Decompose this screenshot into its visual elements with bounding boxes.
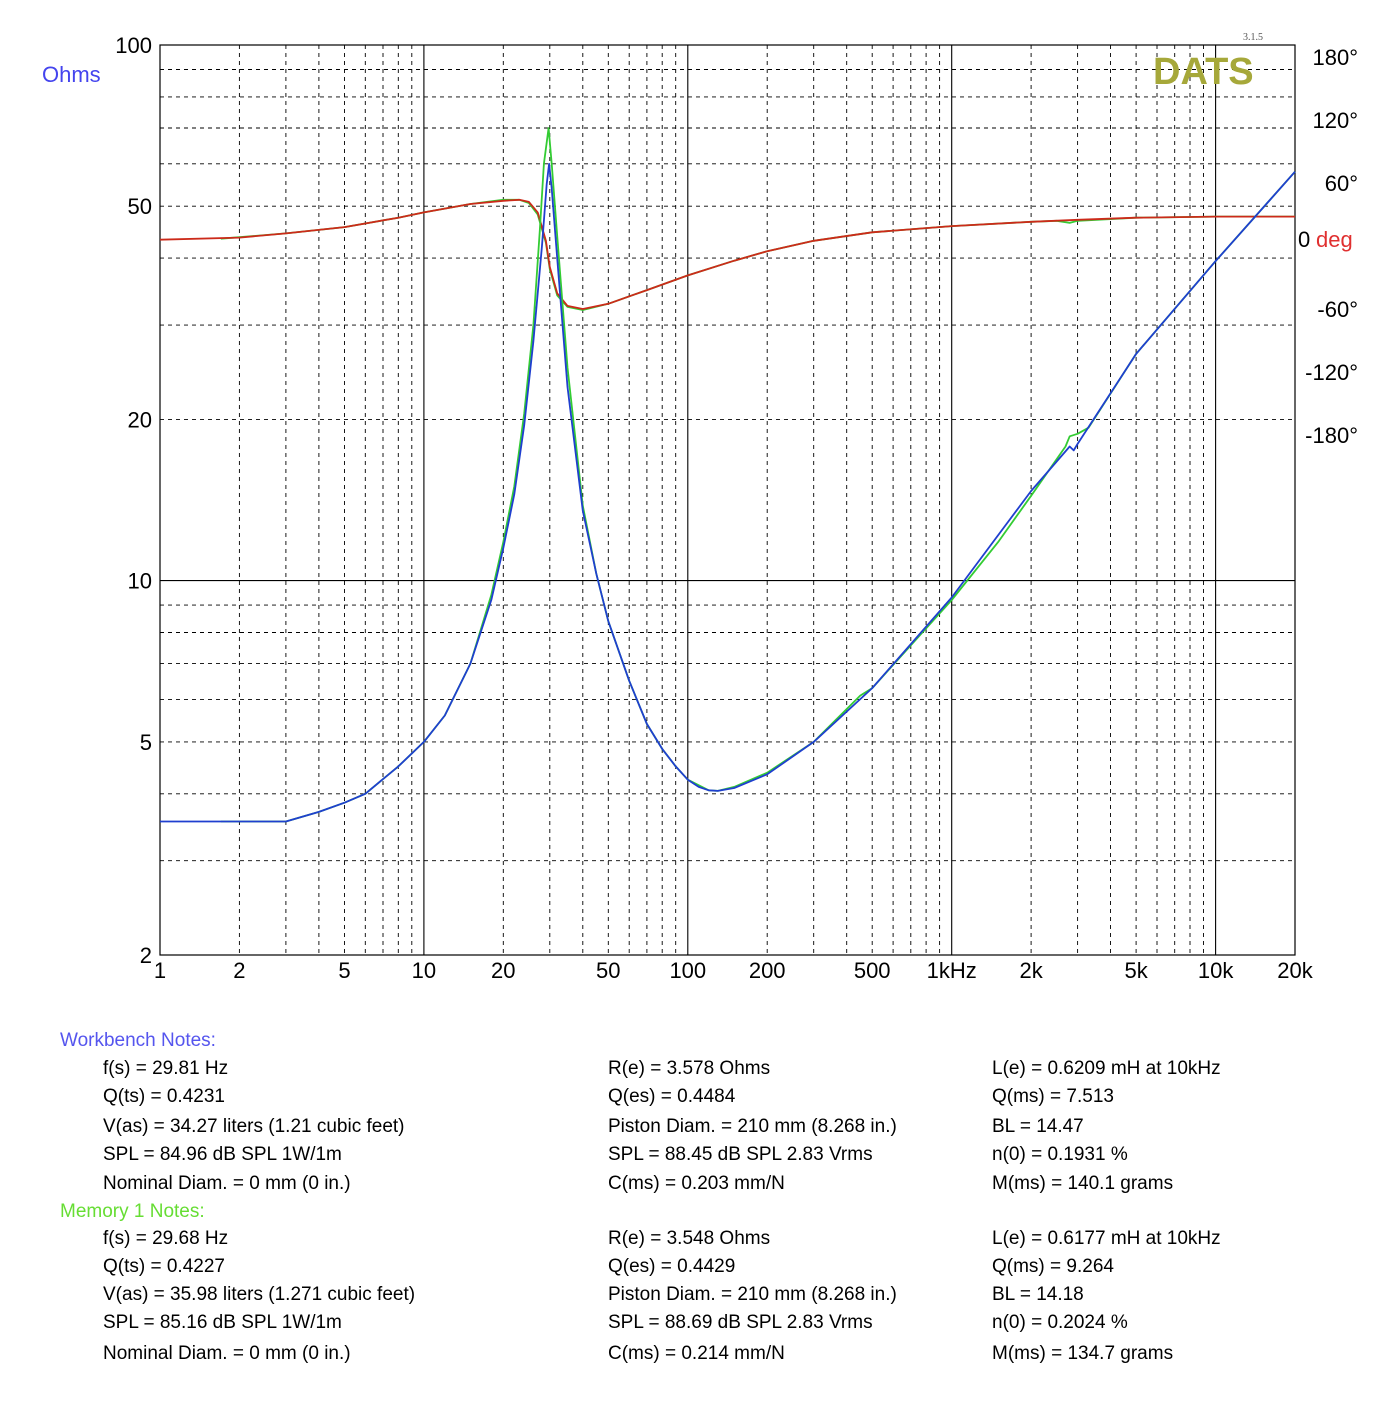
memory-n0: n(0) = 0.2024 %	[992, 1312, 1128, 1333]
workbench-nominal-diam: Nominal Diam. = 0 mm (0 in.)	[103, 1173, 351, 1194]
workbench-qms: Q(ms) = 7.513	[992, 1086, 1114, 1107]
workbench-vas: V(as) = 34.27 liters (1.21 cubic feet)	[103, 1116, 405, 1137]
dats-logo: DATS	[1153, 51, 1254, 93]
workbench-notes-title: Workbench Notes:	[60, 1030, 216, 1051]
memory-spl-283: SPL = 88.69 dB SPL 2.83 Vrms	[608, 1312, 873, 1333]
memory-bl: BL = 14.18	[992, 1284, 1084, 1305]
tick-labels: 1 2 5 10 20 50 100 200 500 1kHz 2k 5k 10k 20k10050201…	[115, 33, 1358, 983]
workbench-re: R(e) = 3.578 Ohms	[608, 1058, 771, 1079]
memory-mms: M(ms) = 134.7 grams	[992, 1343, 1174, 1364]
y-right-label-unit: deg	[1316, 227, 1353, 252]
memory-re: R(e) = 3.548 Ohms	[608, 1228, 771, 1249]
x-tick-label: 200	[749, 958, 786, 983]
x-tick-label: 5	[338, 958, 350, 983]
workbench-mms: M(ms) = 140.1 grams	[992, 1173, 1174, 1194]
phase-tick-label: -60°	[1317, 297, 1358, 322]
memory-piston-diam: Piston Diam. = 210 mm (8.268 in.)	[608, 1284, 897, 1305]
memory-qts: Q(ts) = 0.4227	[103, 1256, 225, 1277]
x-tick-label: 10	[412, 958, 436, 983]
x-tick-label: 20	[491, 958, 515, 983]
memory-cms: C(ms) = 0.214 mm/N	[608, 1343, 785, 1364]
memory-spl-1w: SPL = 85.16 dB SPL 1W/1m	[103, 1312, 342, 1333]
workbench-le: L(e) = 0.6209 mH at 10kHz	[992, 1058, 1221, 1079]
memory-qes: Q(es) = 0.4429	[608, 1256, 736, 1277]
y-tick-label: 10	[128, 569, 152, 594]
x-tick-label: 100	[669, 958, 706, 983]
workbench-impedance-line	[160, 162, 1296, 823]
memory-nominal-diam: Nominal Diam. = 0 mm (0 in.)	[103, 1343, 351, 1364]
curves	[159, 127, 1296, 823]
x-tick-label: 20k	[1277, 958, 1313, 983]
memory-notes-title: Memory 1 Notes:	[60, 1201, 205, 1222]
impedance-chart: 1 2 5 10 20 50 100 200 500 1kHz 2k 5k 10k 20k10050201…	[42, 32, 1358, 983]
workbench-n0: n(0) = 0.1931 %	[992, 1144, 1128, 1165]
y-tick-label: 2	[140, 943, 152, 968]
y-tick-label: 50	[128, 194, 152, 219]
memory-phase-line	[220, 198, 1295, 311]
x-tick-label: 1kHz	[927, 958, 977, 983]
x-tick-label: 10k	[1198, 958, 1234, 983]
workbench-bl: BL = 14.47	[992, 1116, 1084, 1137]
dats-version: 3.1.5	[1243, 32, 1263, 43]
y-tick-label: 100	[115, 33, 152, 58]
plot-frame	[159, 44, 1296, 956]
phase-tick-label: -120°	[1305, 360, 1358, 385]
y-left-label: Ohms	[42, 62, 101, 87]
workbench-cms: C(ms) = 0.203 mm/N	[608, 1173, 785, 1194]
memory-fs: f(s) = 29.68 Hz	[103, 1228, 229, 1249]
workbench-phase-line	[159, 198, 1295, 310]
x-tick-label: 500	[854, 958, 891, 983]
y-tick-label: 5	[140, 730, 152, 755]
memory-vas: V(as) = 35.98 liters (1.271 cubic feet)	[103, 1284, 416, 1305]
notes-panel: Workbench Notes: f(s) = 29.81 Hz Q(ts) =…	[0, 1025, 1398, 1385]
workbench-fs: f(s) = 29.81 Hz	[103, 1058, 229, 1079]
phase-tick-label: 60°	[1325, 171, 1358, 196]
y-right-label-zero: 0	[1298, 227, 1310, 252]
memory-impedance-line	[220, 127, 1296, 823]
workbench-qts: Q(ts) = 0.4231	[103, 1086, 225, 1107]
x-tick-label: 5k	[1124, 958, 1148, 983]
memory-qms: Q(ms) = 9.264	[992, 1256, 1114, 1277]
x-tick-label: 2k	[1019, 958, 1043, 983]
workbench-spl-1w: SPL = 84.96 dB SPL 1W/1m	[103, 1144, 342, 1165]
y-tick-label: 20	[128, 407, 152, 432]
phase-tick-label: 180°	[1312, 45, 1358, 70]
workbench-qes: Q(es) = 0.4484	[608, 1086, 736, 1107]
x-tick-label: 2	[233, 958, 245, 983]
x-tick-label: 50	[596, 958, 620, 983]
phase-tick-label: -180°	[1305, 423, 1358, 448]
grid	[160, 45, 1295, 955]
workbench-spl-283: SPL = 88.45 dB SPL 2.83 Vrms	[608, 1144, 873, 1165]
x-tick-label: 1	[154, 958, 166, 983]
workbench-piston-diam: Piston Diam. = 210 mm (8.268 in.)	[608, 1116, 897, 1137]
memory-le: L(e) = 0.6177 mH at 10kHz	[992, 1228, 1221, 1249]
phase-tick-label: 120°	[1312, 108, 1358, 133]
